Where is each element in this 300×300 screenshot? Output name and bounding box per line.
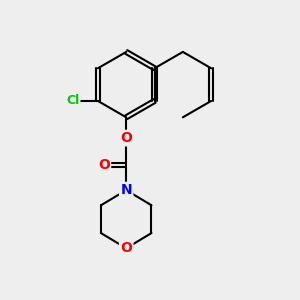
Text: Cl: Cl — [66, 94, 79, 107]
Text: O: O — [120, 131, 132, 145]
Text: O: O — [120, 241, 132, 255]
Text: N: N — [120, 183, 132, 197]
Text: O: O — [98, 158, 110, 172]
